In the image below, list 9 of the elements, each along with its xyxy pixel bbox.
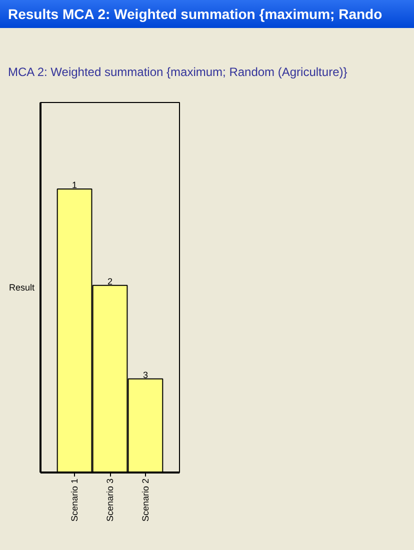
x-tick-label: Scenario 1 [70,478,80,522]
x-tick-label: Scenario 3 [105,478,115,522]
chart-title: Results MCA 2: Weighted summation {maximum; Rando [7,5,382,24]
x-tick-label: Scenario 2 [140,478,150,522]
annotation: 3 [142,370,148,380]
annotation: 1 [72,180,78,190]
annotation: 2 [107,276,113,286]
y-axis-title: Result [8,282,35,292]
chart-subtitle: MCA 2: Weighted summation {maximum; Random (Agriculture)} [7,64,348,81]
